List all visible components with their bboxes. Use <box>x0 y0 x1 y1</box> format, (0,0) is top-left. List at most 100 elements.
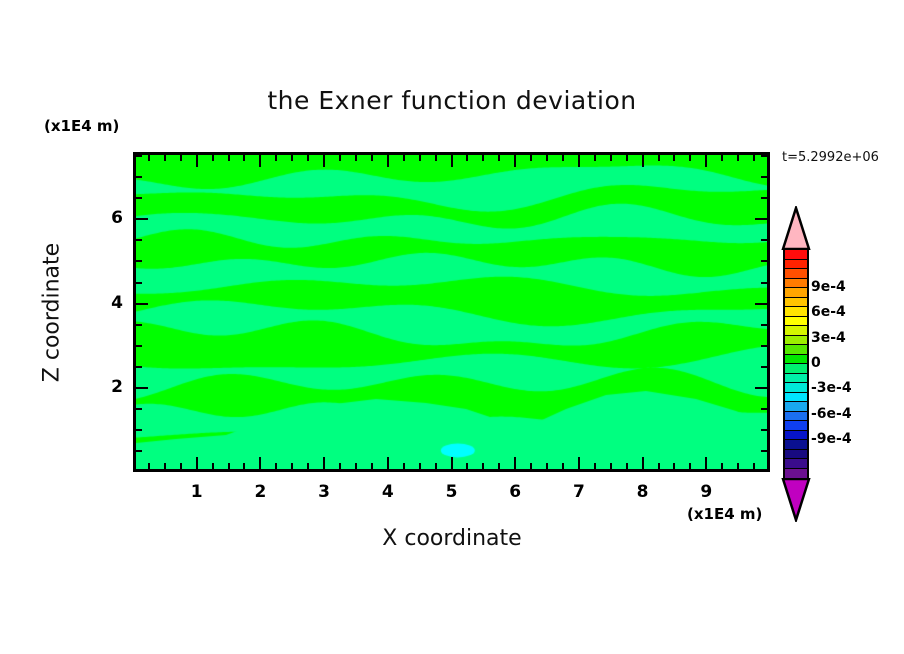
x-tick <box>689 463 692 470</box>
x-tick-top <box>339 154 342 161</box>
colorbar-tick-label: 9e-4 <box>811 279 846 295</box>
x-tick <box>593 463 596 470</box>
x-tick <box>466 463 469 470</box>
colorbar-tick-label: -3e-4 <box>811 380 852 397</box>
x-tick-top <box>307 154 310 161</box>
x-tick <box>243 463 246 470</box>
y-tick-label: 2 <box>111 376 123 397</box>
y-tick <box>135 302 148 305</box>
x-tick-top <box>498 154 501 161</box>
y-tick-right <box>761 407 768 410</box>
y-tick <box>135 260 142 263</box>
x-tick-top <box>402 154 405 161</box>
x-tick-top <box>753 154 756 161</box>
colorbar-band <box>785 250 807 260</box>
x-tick <box>370 463 373 470</box>
y-tick-right <box>761 260 768 263</box>
colorbar-band <box>785 307 807 317</box>
colorbar-band <box>785 354 807 364</box>
x-tick <box>211 463 214 470</box>
x-tick <box>609 463 612 470</box>
y-tick-label: 6 <box>111 208 123 229</box>
x-tick-top <box>211 154 214 161</box>
colorbar-tick-label: -6e-4 <box>811 405 852 422</box>
y-axis-title: Z coordinate <box>39 242 65 383</box>
colorbar-band <box>785 269 807 279</box>
x-tick <box>227 463 230 470</box>
colorbar-over-arrow-icon <box>781 206 811 250</box>
x-tick <box>275 463 278 470</box>
x-tick-top <box>641 154 644 167</box>
contour-plot-area <box>133 152 770 472</box>
y-tick <box>135 281 142 284</box>
x-tick-top <box>179 154 182 161</box>
y-tick-right <box>761 428 768 431</box>
x-tick-top <box>450 154 453 167</box>
x-tick-top <box>625 154 628 161</box>
colorbar-tick-label: 3e-4 <box>811 329 846 346</box>
x-tick-top <box>466 154 469 161</box>
x-tick-top <box>482 154 485 161</box>
x-tick <box>386 457 389 470</box>
y-tick <box>135 155 142 158</box>
colorbar-band <box>785 335 807 345</box>
x-tick <box>195 457 198 470</box>
colorbar-band <box>785 373 807 383</box>
colorbar-band <box>785 297 807 307</box>
x-tick <box>179 463 182 470</box>
x-tick <box>323 457 326 470</box>
x-tick-label: 5 <box>445 482 458 502</box>
y-tick-right <box>761 449 768 452</box>
x-tick-top <box>434 154 437 161</box>
y-tick-right <box>761 344 768 347</box>
x-tick-label: 7 <box>572 482 585 502</box>
x-tick <box>418 463 421 470</box>
x-tick-top <box>530 154 533 161</box>
x-tick <box>307 463 310 470</box>
x-tick-top <box>514 154 517 167</box>
x-tick-label: 8 <box>636 482 649 502</box>
x-tick-label: 4 <box>381 482 394 502</box>
x-tick-top <box>721 154 724 161</box>
y-axis-unit-label: (x1E4 m) <box>44 117 120 135</box>
x-tick <box>434 463 437 470</box>
x-tick-top <box>593 154 596 161</box>
colorbar-under-arrow-icon <box>781 478 811 522</box>
x-tick-top <box>275 154 278 161</box>
y-tick-label: 4 <box>111 292 123 313</box>
x-tick <box>482 463 485 470</box>
y-tick-right <box>761 365 768 368</box>
x-tick-top <box>673 154 676 161</box>
x-axis-title: X coordinate <box>382 526 522 551</box>
x-tick <box>577 457 580 470</box>
x-tick <box>530 463 533 470</box>
x-tick-top <box>291 154 294 161</box>
x-tick <box>705 457 708 470</box>
colorbar: 9e-4 6e-4 3e-4 0 -3e-4 -6e-4 -9e-4 <box>779 206 852 522</box>
colorbar-band <box>785 440 807 450</box>
x-tick-top <box>657 154 660 161</box>
x-axis-unit-label: (x1E4 m) <box>687 505 763 523</box>
contour-field-canvas <box>136 155 767 469</box>
x-tick-top <box>705 154 708 167</box>
x-tick-top <box>609 154 612 161</box>
x-tick-label: 2 <box>254 482 267 502</box>
y-tick <box>135 323 142 326</box>
x-tick <box>354 463 357 470</box>
y-tick-right <box>761 323 768 326</box>
colorbar-tick-label: -9e-4 <box>811 431 852 447</box>
colorbar-band <box>785 468 807 478</box>
colorbar-tick-label: 0 <box>811 355 821 371</box>
x-tick-top <box>227 154 230 161</box>
colorbar-band <box>785 326 807 336</box>
y-tick-right <box>755 386 768 389</box>
colorbar-band <box>785 449 807 459</box>
x-tick-top <box>546 154 549 161</box>
x-tick <box>753 463 756 470</box>
colorbar-band <box>785 259 807 269</box>
page-title: the Exner function deviation <box>267 86 637 115</box>
x-tick <box>737 463 740 470</box>
y-tick <box>135 218 148 221</box>
colorbar-band <box>785 402 807 412</box>
x-tick <box>514 457 517 470</box>
